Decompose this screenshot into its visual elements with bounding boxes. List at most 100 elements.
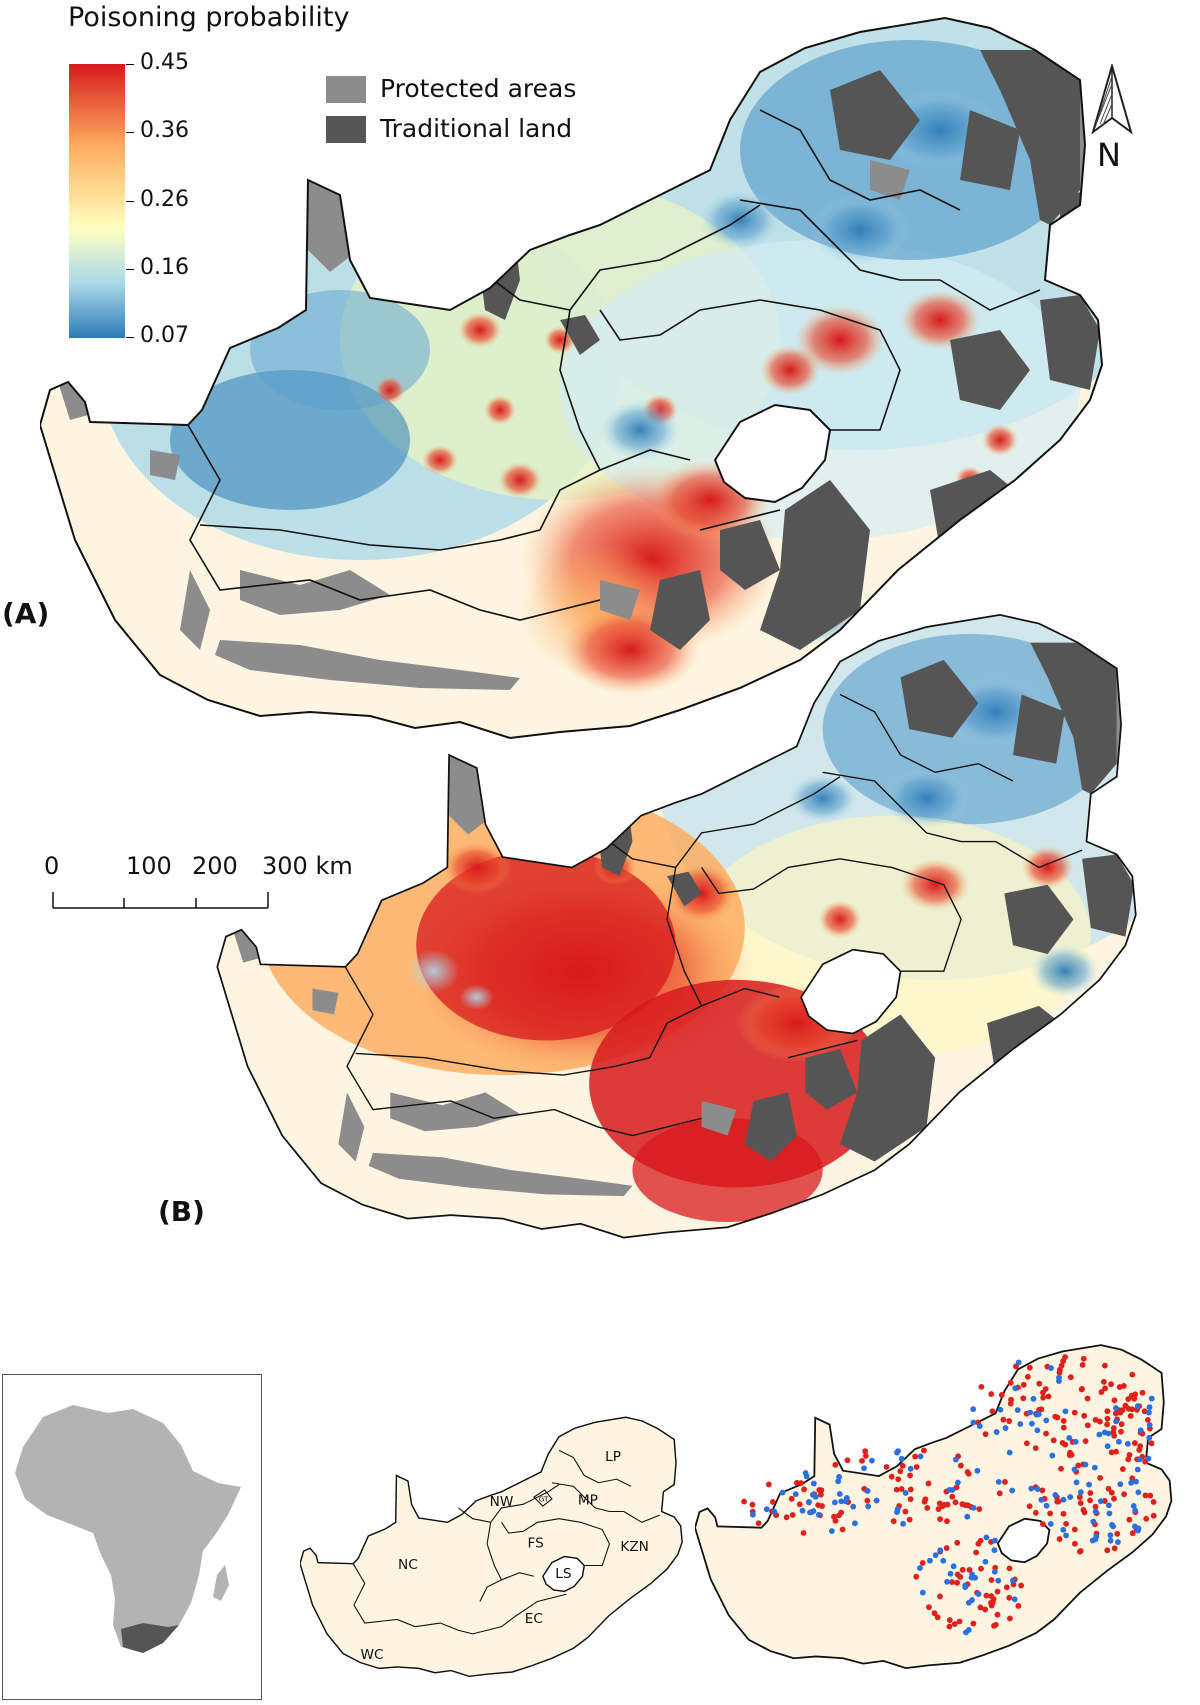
sample-point (1118, 1421, 1125, 1428)
sample-point (919, 1559, 926, 1566)
sample-point (862, 1452, 869, 1459)
sample-point (1012, 1385, 1019, 1392)
sample-point (1002, 1425, 1009, 1431)
sample-point (952, 1499, 959, 1506)
sample-point (1129, 1530, 1136, 1537)
sample-point (1133, 1478, 1139, 1485)
sample-point (1071, 1466, 1078, 1473)
sample-point (1084, 1422, 1091, 1429)
sample-point (835, 1478, 842, 1485)
sample-point (969, 1571, 976, 1578)
provinces-map: LP NW GT MP FS KZN NC LS EC WC (300, 1416, 683, 1678)
sample-point (1104, 1443, 1111, 1450)
sample-point (1096, 1431, 1103, 1438)
africa-map (15, 1405, 241, 1653)
sample-point (1058, 1465, 1064, 1472)
sample-point (815, 1511, 822, 1518)
sample-point (954, 1479, 961, 1486)
sample-point (1129, 1371, 1136, 1378)
sample-point (1032, 1509, 1039, 1516)
sample-point (983, 1592, 990, 1599)
scale-bar-line (52, 892, 269, 909)
sample-point (1145, 1455, 1152, 1462)
province-label-ec: EC (525, 1611, 543, 1627)
sample-point (1009, 1577, 1016, 1584)
sample-point (966, 1566, 973, 1573)
sample-point (973, 1549, 980, 1556)
sample-point (1124, 1440, 1131, 1447)
sample-point (1132, 1507, 1139, 1514)
sample-point (1036, 1406, 1042, 1413)
sample-point (836, 1473, 843, 1480)
sample-point (978, 1383, 985, 1390)
province-label-ls: LS (555, 1566, 571, 1582)
sample-point (1000, 1416, 1007, 1423)
sample-point (894, 1509, 900, 1515)
sample-point (1049, 1452, 1056, 1459)
sample-point (1127, 1413, 1134, 1419)
sample-point (949, 1487, 956, 1493)
sample-point (1110, 1425, 1117, 1431)
sample-point (940, 1557, 947, 1564)
sample-point (1048, 1365, 1054, 1371)
sample-point (888, 1473, 895, 1480)
sample-point (873, 1497, 880, 1504)
sample-point (1082, 1461, 1089, 1468)
sample-point (1043, 1417, 1050, 1424)
sample-point (1111, 1495, 1117, 1502)
sample-point (1003, 1584, 1010, 1591)
scale-label-300: 300 km (262, 852, 353, 880)
province-label-kzn: KZN (620, 1539, 649, 1555)
sample-point (991, 1622, 997, 1629)
sample-point (989, 1599, 996, 1606)
sample-point (946, 1617, 953, 1623)
sample-point (1104, 1421, 1110, 1428)
sample-point (1014, 1407, 1021, 1414)
sample-point (921, 1447, 927, 1454)
sample-point (831, 1513, 837, 1520)
sample-point (995, 1478, 1002, 1485)
sample-point (907, 1472, 913, 1479)
sample-point (1125, 1456, 1132, 1463)
sample-point (755, 1520, 762, 1527)
sample-point (964, 1513, 971, 1520)
sample-point (926, 1604, 932, 1611)
sample-point (1146, 1422, 1153, 1428)
sample-point (1062, 1408, 1069, 1415)
sample-point (783, 1514, 790, 1521)
sample-point (1119, 1466, 1126, 1473)
sample-point (1024, 1373, 1031, 1380)
sample-point (949, 1579, 955, 1585)
sample-point (1114, 1530, 1121, 1537)
sample-point (1059, 1440, 1066, 1446)
sample-point (749, 1501, 756, 1508)
sample-point (828, 1528, 835, 1535)
sample-point (1034, 1486, 1041, 1492)
sample-point (1097, 1474, 1104, 1481)
sample-point (1072, 1438, 1079, 1445)
sample-point (1009, 1487, 1016, 1494)
sample-point (1060, 1496, 1067, 1503)
sample-point (810, 1508, 817, 1514)
sample-point (919, 1589, 926, 1596)
sample-point (1106, 1510, 1113, 1517)
map-panel-b (216, 614, 1137, 1239)
sample-point (934, 1614, 941, 1621)
sample-point (839, 1526, 846, 1533)
sample-point (1018, 1582, 1025, 1589)
sample-point (1087, 1497, 1093, 1504)
sample-point (1143, 1515, 1150, 1522)
sample-point (902, 1508, 909, 1515)
sample-point (925, 1480, 932, 1487)
sample-point (1117, 1409, 1124, 1416)
sample-point (976, 1423, 983, 1430)
sample-point (859, 1457, 865, 1464)
sample-point (850, 1503, 857, 1510)
sample-point (995, 1577, 1002, 1584)
sample-point (1067, 1494, 1074, 1500)
sample-point (1060, 1418, 1067, 1424)
sample-point (1006, 1418, 1013, 1424)
sample-point (1146, 1434, 1153, 1441)
scale-label-100: 100 (126, 852, 172, 880)
sample-point (1057, 1366, 1063, 1373)
